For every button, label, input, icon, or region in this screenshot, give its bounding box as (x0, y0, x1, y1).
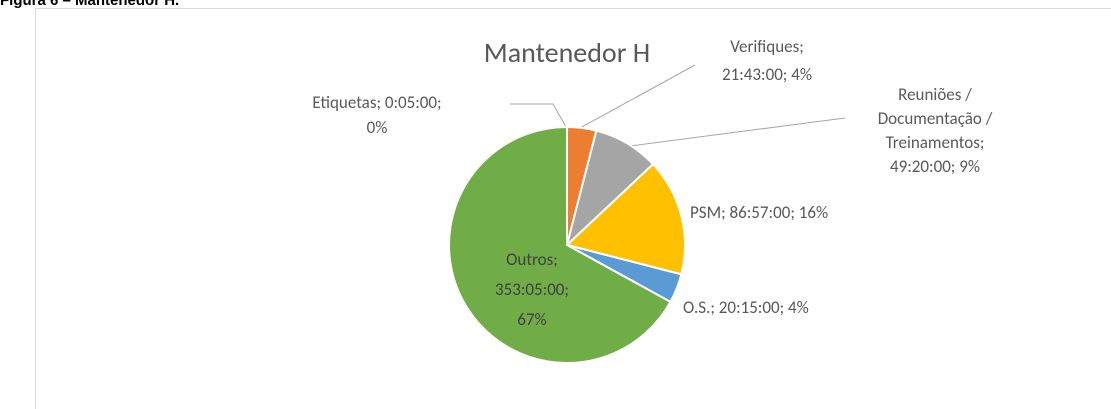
data-label: Outros; (506, 249, 558, 270)
data-label: 21:43:00; 4% (722, 64, 812, 85)
data-label: 353:05:00; (495, 279, 569, 300)
data-label: Documentação / (878, 108, 993, 129)
data-label: 67% (517, 309, 546, 330)
caption: Figura 6 – Mantenedor H. (0, 0, 179, 9)
leader-lines (510, 64, 846, 147)
data-label: 0% (367, 117, 388, 138)
data-label: O.S.; 20:15:00; 4% (683, 297, 809, 318)
leader-line (579, 64, 696, 129)
pie-slice (448, 125, 672, 364)
data-label: Etiquetas; 0:05:00; (312, 92, 441, 113)
chart-title: Mantenedor H (484, 35, 650, 70)
chart-border (35, 8, 1111, 409)
leader-line (510, 103, 567, 128)
data-label: 49:20:00; 9% (890, 156, 980, 177)
data-label: PSM; 86:57:00; 16% (690, 202, 828, 223)
data-label: Verifiques; (730, 36, 804, 57)
leader-line (629, 117, 846, 147)
data-label: Treinamentos; (886, 132, 985, 153)
pie-slice (564, 162, 686, 276)
data-label: Reuniões / (898, 84, 972, 105)
